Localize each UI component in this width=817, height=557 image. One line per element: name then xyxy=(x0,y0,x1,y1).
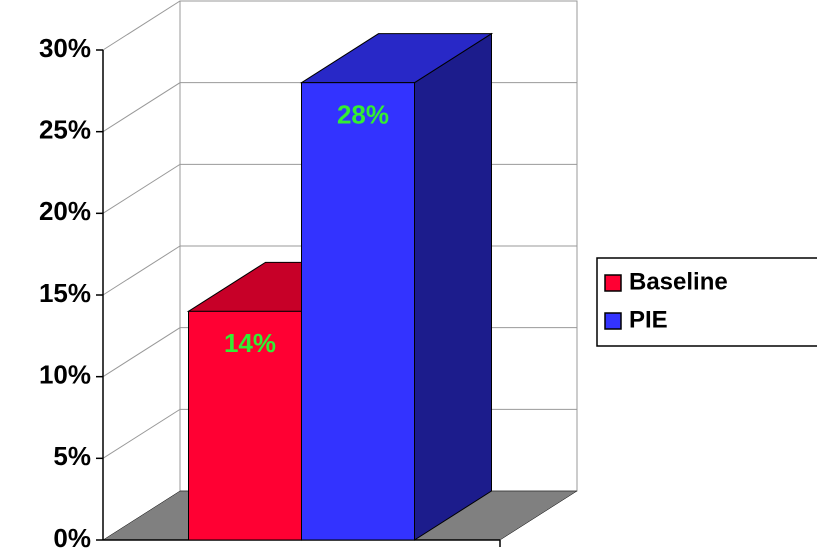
y-tick-label: 25% xyxy=(39,115,91,145)
legend-swatch xyxy=(604,274,622,292)
grid-line xyxy=(102,0,577,51)
y-tick-label: 10% xyxy=(39,360,91,390)
y-tick-label: 15% xyxy=(39,278,91,308)
y-tick-label: 30% xyxy=(39,33,91,63)
y-tick-label: 20% xyxy=(39,196,91,226)
data-label: 28% xyxy=(337,100,389,130)
y-tick-label: 5% xyxy=(53,441,91,471)
bar-side xyxy=(414,32,492,541)
bar xyxy=(188,310,302,541)
legend-box xyxy=(596,257,817,347)
legend-label: PIE xyxy=(629,306,668,333)
legend-label: Baseline xyxy=(629,268,728,295)
y-tick-label: 0% xyxy=(53,523,91,553)
bar xyxy=(301,82,415,541)
data-label: 14% xyxy=(224,328,276,358)
legend-swatch xyxy=(604,312,622,330)
